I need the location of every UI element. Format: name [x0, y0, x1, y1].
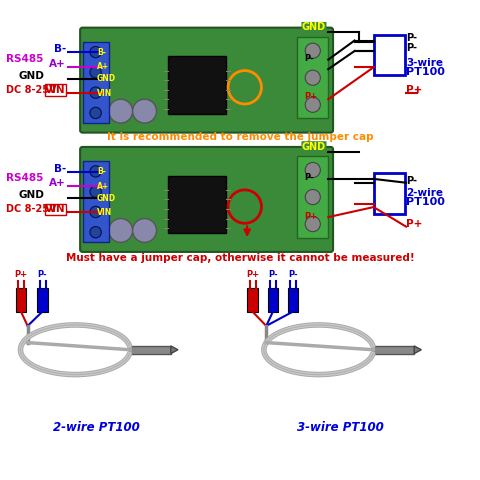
Bar	[373, 35, 405, 75]
Text: Must have a jumper cap, otherwise it cannot be measured!: Must have a jumper cap, otherwise it can…	[66, 252, 414, 263]
Circle shape	[90, 67, 101, 78]
Circle shape	[109, 218, 132, 242]
Bar	[373, 173, 405, 214]
Bar	[83, 161, 109, 242]
Text: B-: B-	[97, 167, 106, 176]
Circle shape	[90, 227, 101, 238]
Text: RS485: RS485	[6, 173, 44, 183]
Text: P+: P+	[246, 270, 259, 279]
Text: VIN: VIN	[45, 85, 66, 95]
Text: P-: P-	[288, 270, 298, 279]
Bar	[83, 42, 109, 123]
Text: GND: GND	[97, 74, 116, 83]
Text: A+: A+	[97, 62, 109, 71]
Text: DC 8-25V: DC 8-25V	[6, 204, 57, 215]
Text: A+: A+	[49, 178, 66, 188]
Circle shape	[90, 47, 101, 58]
Circle shape	[90, 186, 101, 197]
Text: 2-wire: 2-wire	[406, 188, 443, 198]
Text: P-: P-	[37, 270, 47, 279]
Text: P-: P-	[304, 173, 314, 182]
Text: P-: P-	[268, 270, 278, 279]
Circle shape	[305, 97, 320, 112]
Circle shape	[305, 216, 320, 232]
Text: P+: P+	[14, 270, 27, 279]
Circle shape	[90, 87, 101, 98]
Text: RS485: RS485	[6, 54, 44, 64]
Circle shape	[90, 206, 101, 217]
Circle shape	[305, 70, 320, 85]
Text: It is recommended to remove the jumper cap: It is recommended to remove the jumper c…	[107, 132, 373, 143]
Bar	[247, 288, 258, 312]
Text: GND: GND	[302, 142, 326, 152]
Text: B-: B-	[97, 48, 106, 57]
Circle shape	[305, 43, 320, 58]
Text: P-: P-	[304, 54, 314, 63]
Bar	[168, 176, 226, 233]
Bar	[288, 288, 298, 312]
Circle shape	[90, 107, 101, 119]
Text: VIN: VIN	[45, 204, 66, 215]
Circle shape	[305, 162, 320, 178]
Bar	[37, 288, 48, 312]
FancyBboxPatch shape	[80, 147, 333, 252]
Polygon shape	[171, 346, 178, 354]
Text: PT100: PT100	[406, 197, 445, 207]
Bar	[16, 288, 26, 312]
Circle shape	[109, 99, 132, 123]
Text: P+: P+	[406, 85, 422, 95]
Text: VIN: VIN	[97, 88, 112, 97]
FancyBboxPatch shape	[80, 28, 333, 132]
Circle shape	[132, 218, 156, 242]
Text: P+: P+	[304, 212, 318, 220]
Text: 3-wire: 3-wire	[406, 58, 443, 68]
Text: P+: P+	[304, 92, 318, 101]
Text: P-: P-	[406, 33, 417, 43]
Text: GND: GND	[18, 71, 44, 81]
Circle shape	[305, 190, 320, 204]
Text: GND: GND	[97, 193, 116, 203]
Text: GND: GND	[302, 23, 326, 33]
Text: GND: GND	[18, 190, 44, 200]
Circle shape	[90, 166, 101, 177]
Text: A+: A+	[97, 181, 109, 191]
Text: B-: B-	[54, 164, 66, 174]
Text: VIN: VIN	[97, 208, 112, 217]
Polygon shape	[414, 346, 421, 354]
Text: P-: P-	[406, 176, 417, 186]
Bar	[373, 346, 414, 354]
Text: A+: A+	[49, 59, 66, 69]
Text: B-: B-	[54, 45, 66, 54]
Bar	[297, 156, 328, 238]
Bar	[268, 288, 278, 312]
Text: PT100: PT100	[406, 67, 445, 77]
Bar	[168, 56, 226, 114]
Text: 3-wire PT100: 3-wire PT100	[297, 421, 384, 434]
Bar	[130, 346, 171, 354]
Text: P-: P-	[406, 43, 417, 53]
Text: P+: P+	[406, 218, 422, 228]
Circle shape	[132, 99, 156, 123]
Text: 2-wire PT100: 2-wire PT100	[53, 421, 140, 434]
Bar	[297, 37, 328, 118]
Text: DC 8-25V: DC 8-25V	[6, 85, 57, 95]
